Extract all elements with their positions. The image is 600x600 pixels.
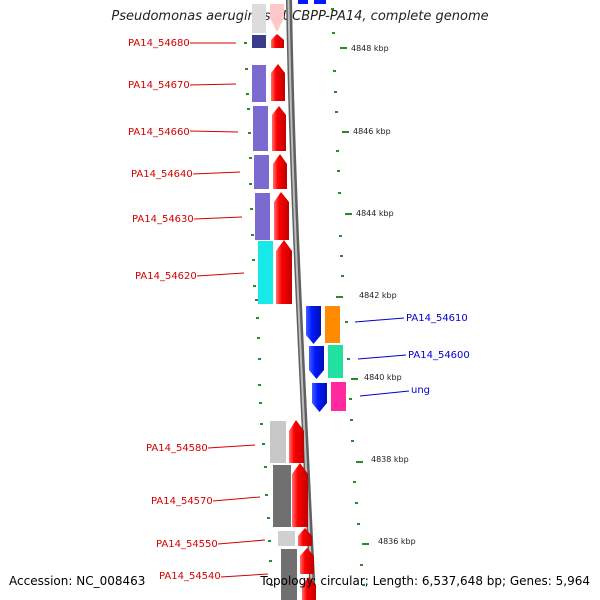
scale-label: 4848 kbp	[351, 44, 389, 53]
gene-arrow[interactable]	[271, 64, 285, 101]
gene-arrow[interactable]	[276, 240, 292, 304]
gene-label-pa14-54640[interactable]: PA14_54640	[131, 169, 193, 180]
gene-label-pa14-54600[interactable]: PA14_54600	[408, 350, 470, 361]
gene-label-pa14-54550[interactable]: PA14_54550	[156, 539, 218, 550]
gene-arrow[interactable]	[289, 420, 304, 463]
map-title: Pseudomonas aeruginosa UCBPP-PA14, compl…	[111, 9, 489, 24]
gene-label-pa14-54540[interactable]: PA14_54540	[159, 571, 221, 582]
outer-tick-marks	[331, 8, 369, 586]
gene-box-pa14-54620[interactable]	[258, 241, 273, 304]
reverse-strand-arrows	[306, 306, 327, 412]
scale-label: 4844 kbp	[356, 209, 394, 218]
gene-arrow[interactable]	[298, 528, 312, 546]
gene-arrow[interactable]	[271, 34, 284, 48]
gene-arrow[interactable]	[274, 192, 289, 240]
scale-label: 4836 kbp	[378, 537, 416, 546]
gene-box-pa14-54580[interactable]	[270, 421, 286, 463]
gene-arrow-partial[interactable]	[270, 4, 284, 32]
gene-arrow[interactable]	[273, 154, 287, 189]
gene-arrow[interactable]	[302, 577, 316, 600]
gene-label-pa14-54620[interactable]: PA14_54620	[135, 271, 197, 282]
scale-label: 4840 kbp	[364, 373, 402, 382]
gene-arrow[interactable]	[312, 383, 327, 412]
gene-arrow[interactable]	[292, 463, 308, 527]
gene-box-partial[interactable]	[252, 4, 266, 33]
gene-label-pa14-54570[interactable]: PA14_54570	[151, 496, 213, 507]
scale-label: 4846 kbp	[353, 127, 391, 136]
accession-text: Accession: NC_008463	[9, 574, 146, 588]
genome-summary-text: Topology: circular; Length: 6,537,648 bp…	[260, 574, 590, 588]
gene-arrow-partial[interactable]	[314, 0, 326, 4]
gene-box-ung[interactable]	[331, 382, 346, 411]
gene-arrow[interactable]	[300, 548, 314, 574]
gene-arrow[interactable]	[272, 106, 286, 151]
right-leader-lines	[354, 317, 410, 397]
gene-label-pa14-54630[interactable]: PA14_54630	[132, 214, 194, 225]
gene-box-pa14-54660[interactable]	[253, 106, 268, 151]
gene-box-pa14-54570[interactable]	[273, 465, 291, 527]
gene-label-pa14-54670[interactable]: PA14_54670	[128, 80, 190, 91]
gene-box-pa14-54640[interactable]	[254, 155, 269, 189]
gene-box-pa14-54680[interactable]	[252, 35, 266, 48]
inner-tick-marks	[244, 42, 273, 586]
left-leader-lines	[189, 42, 269, 578]
gene-arrow[interactable]	[309, 346, 324, 379]
gene-label-ung[interactable]: ung	[411, 385, 430, 396]
gene-arrow-partial[interactable]	[298, 0, 308, 4]
scale-label: 4842 kbp	[359, 291, 397, 300]
gene-arrow[interactable]	[306, 306, 321, 344]
gene-box-pa14-54670[interactable]	[252, 65, 266, 102]
gene-box-pa14-54600[interactable]	[328, 345, 343, 378]
gene-box-pa14-54540[interactable]	[281, 549, 297, 600]
scale-label: 4838 kbp	[371, 455, 409, 464]
gene-box-pa14-54610[interactable]	[325, 306, 340, 343]
gene-label-pa14-54660[interactable]: PA14_54660	[128, 127, 190, 138]
forward-strand-arrows	[271, 34, 316, 600]
gene-label-pa14-54610[interactable]: PA14_54610	[406, 313, 468, 324]
gene-box-pa14-54630[interactable]	[255, 193, 270, 240]
gene-box-pa14-54550[interactable]	[278, 531, 295, 546]
gene-label-pa14-54580[interactable]: PA14_54580	[146, 443, 208, 454]
gene-label-pa14-54680[interactable]: PA14_54680	[128, 38, 190, 49]
